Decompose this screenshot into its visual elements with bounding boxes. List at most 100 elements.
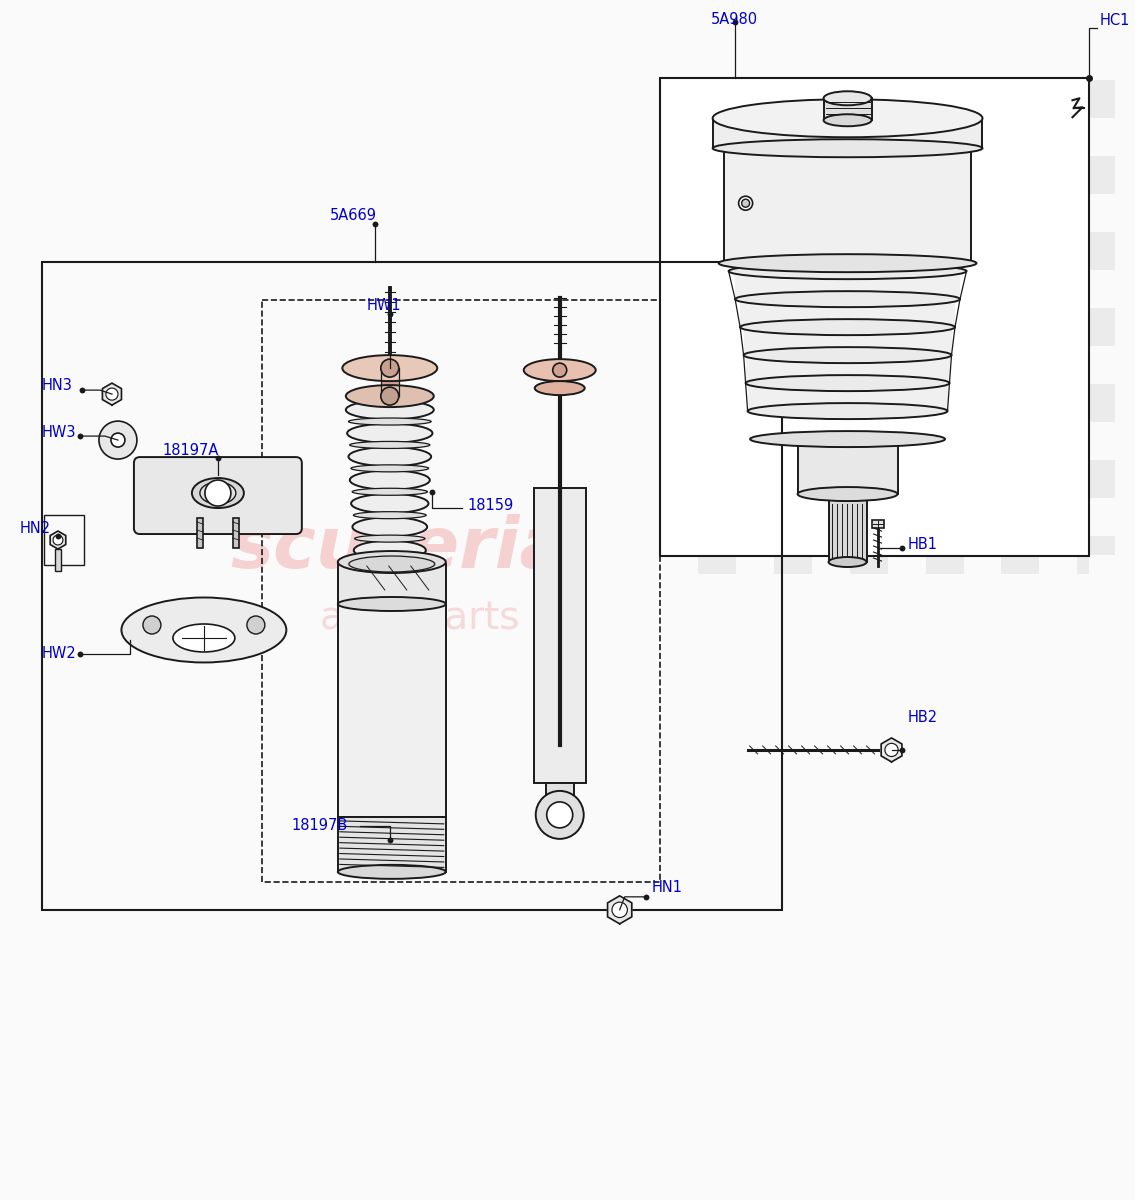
Bar	[964, 460, 1001, 498]
Bar	[925, 119, 964, 156]
Ellipse shape	[740, 319, 955, 335]
Bar	[925, 270, 964, 308]
Ellipse shape	[348, 448, 431, 467]
Bar	[1077, 194, 1090, 232]
Bar	[735, 536, 774, 556]
Bar	[1001, 270, 1040, 308]
Bar	[553, 370, 566, 388]
Ellipse shape	[348, 556, 435, 572]
Bar	[888, 80, 925, 119]
Ellipse shape	[338, 598, 446, 611]
Text: HN2: HN2	[20, 521, 51, 535]
Ellipse shape	[346, 385, 434, 407]
Ellipse shape	[351, 494, 429, 514]
Ellipse shape	[750, 431, 945, 448]
Bar	[659, 78, 1090, 556]
Bar	[44, 515, 84, 565]
Bar	[964, 156, 1001, 194]
Bar	[1090, 80, 1116, 119]
Ellipse shape	[353, 511, 426, 518]
Text: auto parts: auto parts	[320, 599, 520, 637]
Bar	[798, 439, 898, 494]
Circle shape	[547, 802, 573, 828]
Bar	[698, 422, 735, 460]
Ellipse shape	[713, 139, 983, 157]
Ellipse shape	[121, 598, 286, 662]
Bar	[812, 384, 850, 422]
Circle shape	[612, 902, 628, 918]
Text: HB1: HB1	[908, 536, 938, 552]
Bar	[659, 80, 698, 119]
Ellipse shape	[746, 376, 950, 391]
Bar	[964, 232, 1001, 270]
Bar	[698, 119, 735, 156]
Ellipse shape	[824, 91, 872, 106]
Bar	[698, 556, 735, 574]
Text: 18159: 18159	[468, 498, 514, 512]
Bar	[850, 270, 888, 308]
Bar	[381, 367, 398, 397]
Circle shape	[381, 388, 398, 406]
Bar	[1090, 156, 1116, 194]
Ellipse shape	[735, 292, 960, 307]
Ellipse shape	[713, 100, 983, 137]
Bar	[774, 119, 812, 156]
Bar	[774, 270, 812, 308]
Bar	[812, 232, 850, 270]
Bar	[1001, 498, 1040, 536]
Bar	[1001, 194, 1040, 232]
Ellipse shape	[192, 478, 244, 508]
Bar	[1001, 119, 1040, 156]
Bar	[1040, 80, 1077, 119]
Ellipse shape	[351, 464, 429, 472]
Bar	[196, 518, 203, 548]
Ellipse shape	[352, 517, 427, 536]
Ellipse shape	[748, 403, 948, 419]
Ellipse shape	[523, 359, 596, 382]
Bar	[713, 119, 983, 149]
Bar	[735, 232, 774, 270]
Bar	[1090, 536, 1116, 556]
FancyBboxPatch shape	[134, 457, 302, 534]
Ellipse shape	[350, 442, 430, 449]
Bar	[888, 384, 925, 422]
Ellipse shape	[338, 865, 446, 878]
Text: HW2: HW2	[42, 647, 77, 661]
Bar	[546, 782, 573, 805]
Circle shape	[536, 791, 583, 839]
Ellipse shape	[798, 487, 898, 502]
Ellipse shape	[354, 541, 426, 560]
Bar	[1090, 232, 1116, 270]
Bar	[698, 498, 735, 536]
Bar	[1077, 422, 1090, 460]
Bar	[1040, 384, 1077, 422]
Text: HW1: HW1	[367, 298, 402, 313]
Bar	[533, 488, 586, 782]
Bar	[338, 604, 446, 817]
Ellipse shape	[718, 254, 976, 272]
Bar	[925, 498, 964, 536]
Ellipse shape	[346, 401, 434, 420]
Bar	[740, 299, 955, 328]
Bar	[925, 346, 964, 384]
Bar	[735, 80, 774, 119]
Text: 5A980: 5A980	[711, 12, 758, 28]
Bar	[338, 564, 446, 604]
Bar	[774, 556, 812, 574]
Circle shape	[143, 616, 161, 634]
Bar	[698, 346, 735, 384]
Bar	[829, 500, 866, 562]
Text: HC1: HC1	[1100, 13, 1129, 28]
Bar	[812, 460, 850, 498]
Bar	[1077, 556, 1090, 574]
Bar	[735, 384, 774, 422]
Bar	[724, 149, 972, 263]
Bar	[1077, 119, 1090, 156]
Bar	[824, 98, 872, 120]
Bar	[774, 422, 812, 460]
Polygon shape	[881, 738, 902, 762]
Bar	[888, 232, 925, 270]
Circle shape	[111, 433, 125, 448]
Bar	[888, 308, 925, 346]
Bar	[872, 520, 883, 528]
